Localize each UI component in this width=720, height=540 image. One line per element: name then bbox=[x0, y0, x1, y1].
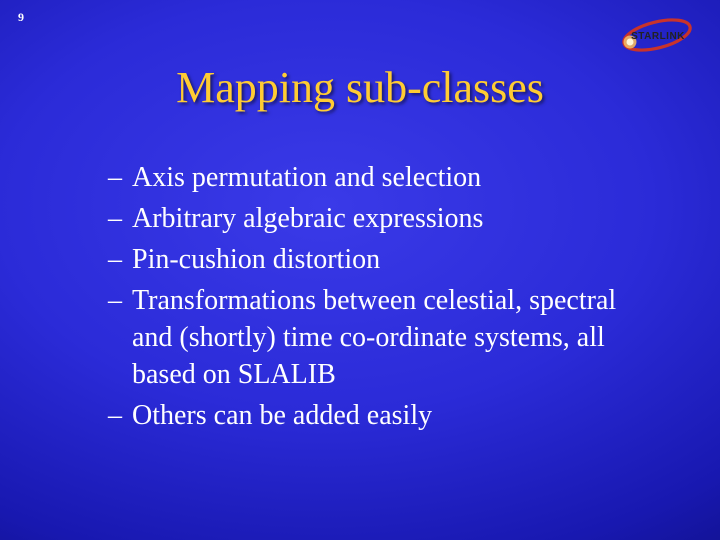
bullet-text: Transformations between celestial, spect… bbox=[132, 283, 660, 394]
logo-text: STARLINK bbox=[631, 31, 685, 42]
bullet-dash: – bbox=[108, 398, 132, 435]
bullet-dash: – bbox=[108, 242, 132, 279]
bullet-text: Pin-cushion distortion bbox=[132, 242, 660, 279]
list-item: – Transformations between celestial, spe… bbox=[108, 283, 660, 394]
list-item: – Axis permutation and selection bbox=[108, 160, 660, 197]
page-number: 9 bbox=[18, 10, 24, 25]
slide: 9 STARLINK Mapping sub-classes – Axis pe… bbox=[0, 0, 720, 540]
list-item: – Others can be added easily bbox=[108, 398, 660, 435]
bullet-text: Axis permutation and selection bbox=[132, 160, 660, 197]
bullet-dash: – bbox=[108, 201, 132, 238]
list-item: – Pin-cushion distortion bbox=[108, 242, 660, 279]
bullet-text: Others can be added easily bbox=[132, 398, 660, 435]
starlink-logo: STARLINK bbox=[618, 18, 696, 52]
bullet-dash: – bbox=[108, 283, 132, 394]
slide-title: Mapping sub-classes bbox=[0, 62, 720, 113]
list-item: – Arbitrary algebraic expressions bbox=[108, 201, 660, 238]
bullet-dash: – bbox=[108, 160, 132, 197]
bullet-list: – Axis permutation and selection – Arbit… bbox=[108, 160, 660, 439]
bullet-text: Arbitrary algebraic expressions bbox=[132, 201, 660, 238]
